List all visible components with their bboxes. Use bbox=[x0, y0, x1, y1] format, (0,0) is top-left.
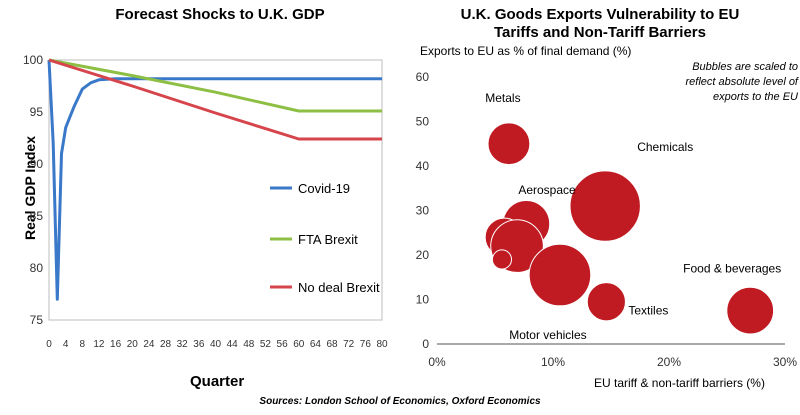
right-y-tick-label: 30 bbox=[416, 204, 430, 218]
left-y-tick-label: 100 bbox=[23, 53, 43, 67]
right-y-tick-label: 60 bbox=[416, 70, 430, 84]
source-note: Sources: London School of Economics, Oxf… bbox=[259, 396, 541, 407]
left-x-tick-label: 68 bbox=[326, 339, 338, 350]
right-y-tick-label: 10 bbox=[416, 293, 430, 307]
left-x-tick-label: 24 bbox=[143, 339, 155, 350]
right-chart-title: U.K. Goods Exports Vulnerability to EU T… bbox=[400, 6, 800, 42]
right-y-tick-label: 0 bbox=[422, 337, 429, 351]
left-x-tick-label: 16 bbox=[110, 339, 122, 350]
left-x-tick-label: 28 bbox=[160, 339, 172, 350]
left-x-tick-label: 20 bbox=[127, 339, 139, 350]
left-x-tick-label: 0 bbox=[46, 339, 52, 350]
right-x-tick-label: 30% bbox=[773, 355, 797, 369]
left-x-tick-label: 44 bbox=[227, 339, 239, 350]
fta-brexit-line bbox=[48, 58, 382, 113]
right-x-tick-label: 10% bbox=[541, 355, 565, 369]
left-y-tick-label: 95 bbox=[30, 105, 44, 119]
bubble-label-textiles: Textiles bbox=[628, 304, 668, 318]
bubble-chemicals bbox=[569, 170, 641, 242]
bubble-label-metals: Metals bbox=[485, 91, 520, 105]
right-y-axis-label: Exports to EU as % of final demand (%) bbox=[420, 44, 632, 58]
left-x-tick-label: 56 bbox=[277, 339, 289, 350]
left-y-tick-label: 75 bbox=[30, 313, 44, 327]
legend-covid-19-label: Covid-19 bbox=[298, 181, 350, 196]
no-deal-brexit-line bbox=[48, 58, 382, 141]
left-x-tick-label: 76 bbox=[360, 339, 372, 350]
left-x-tick-label: 40 bbox=[210, 339, 222, 350]
left-x-tick-label: 52 bbox=[260, 339, 272, 350]
left-x-tick-label: 4 bbox=[63, 339, 69, 350]
left-x-tick-label: 60 bbox=[293, 339, 305, 350]
left-x-tick-label: 72 bbox=[343, 339, 355, 350]
left-x-tick-label: 36 bbox=[193, 339, 205, 350]
right-y-tick-label: 40 bbox=[416, 159, 430, 173]
bubble-note-line1: Bubbles are scaled to bbox=[692, 61, 798, 73]
left-y-tick-label: 90 bbox=[30, 157, 44, 171]
bubble-metals bbox=[487, 122, 531, 166]
right-x-axis-label: EU tariff & non-tariff barriers (%) bbox=[594, 376, 765, 390]
legend-fta-brexit-label: FTA Brexit bbox=[298, 232, 358, 247]
left-x-tick-label: 32 bbox=[177, 339, 189, 350]
bubble-note-line3: exports to the EU bbox=[713, 91, 798, 103]
left-x-tick-label: 12 bbox=[93, 339, 105, 350]
right-y-tick-label: 20 bbox=[416, 248, 430, 262]
bubble-textiles bbox=[586, 282, 626, 322]
bubble-label-food-beverages: Food & beverages bbox=[683, 262, 781, 276]
left-x-tick-label: 80 bbox=[376, 339, 388, 350]
right-x-tick-label: 0% bbox=[428, 355, 446, 369]
right-chart-title-line1: U.K. Goods Exports Vulnerability to EU bbox=[460, 6, 740, 23]
left-y-tick-label: 85 bbox=[30, 209, 44, 223]
bubble-label-aerospace: Aerospace bbox=[518, 183, 576, 197]
covid-19-line bbox=[47, 59, 382, 301]
left-chart-title: Forecast Shocks to U.K. GDP bbox=[115, 6, 325, 23]
left-x-tick-label: 8 bbox=[80, 339, 86, 350]
legend-no-deal-brexit-label: No deal Brexit bbox=[298, 280, 380, 295]
bubble-label-motor-vehicles: Motor vehicles bbox=[509, 328, 586, 342]
right-chart-title-line2: Tariffs and Non-Tariff Barriers bbox=[494, 24, 706, 41]
left-plot-frame bbox=[48, 59, 383, 321]
right-x-tick-label: 20% bbox=[657, 355, 681, 369]
bubble-scale-note: Bubbles are scaled to reflect absolute l… bbox=[643, 60, 798, 105]
bubble-note-line2: reflect absolute level of bbox=[685, 76, 798, 88]
left-x-axis-label: Quarter bbox=[190, 373, 245, 390]
bubble-food-beverages bbox=[726, 286, 775, 335]
bubble-unlabeled bbox=[491, 249, 513, 270]
right-y-tick-label: 50 bbox=[416, 115, 430, 129]
bubble-motor-vehicles bbox=[528, 243, 592, 307]
bubble-label-chemicals: Chemicals bbox=[637, 140, 693, 154]
left-x-tick-label: 48 bbox=[243, 339, 255, 350]
left-y-tick-label: 80 bbox=[30, 261, 44, 275]
left-x-tick-label: 64 bbox=[310, 339, 322, 350]
